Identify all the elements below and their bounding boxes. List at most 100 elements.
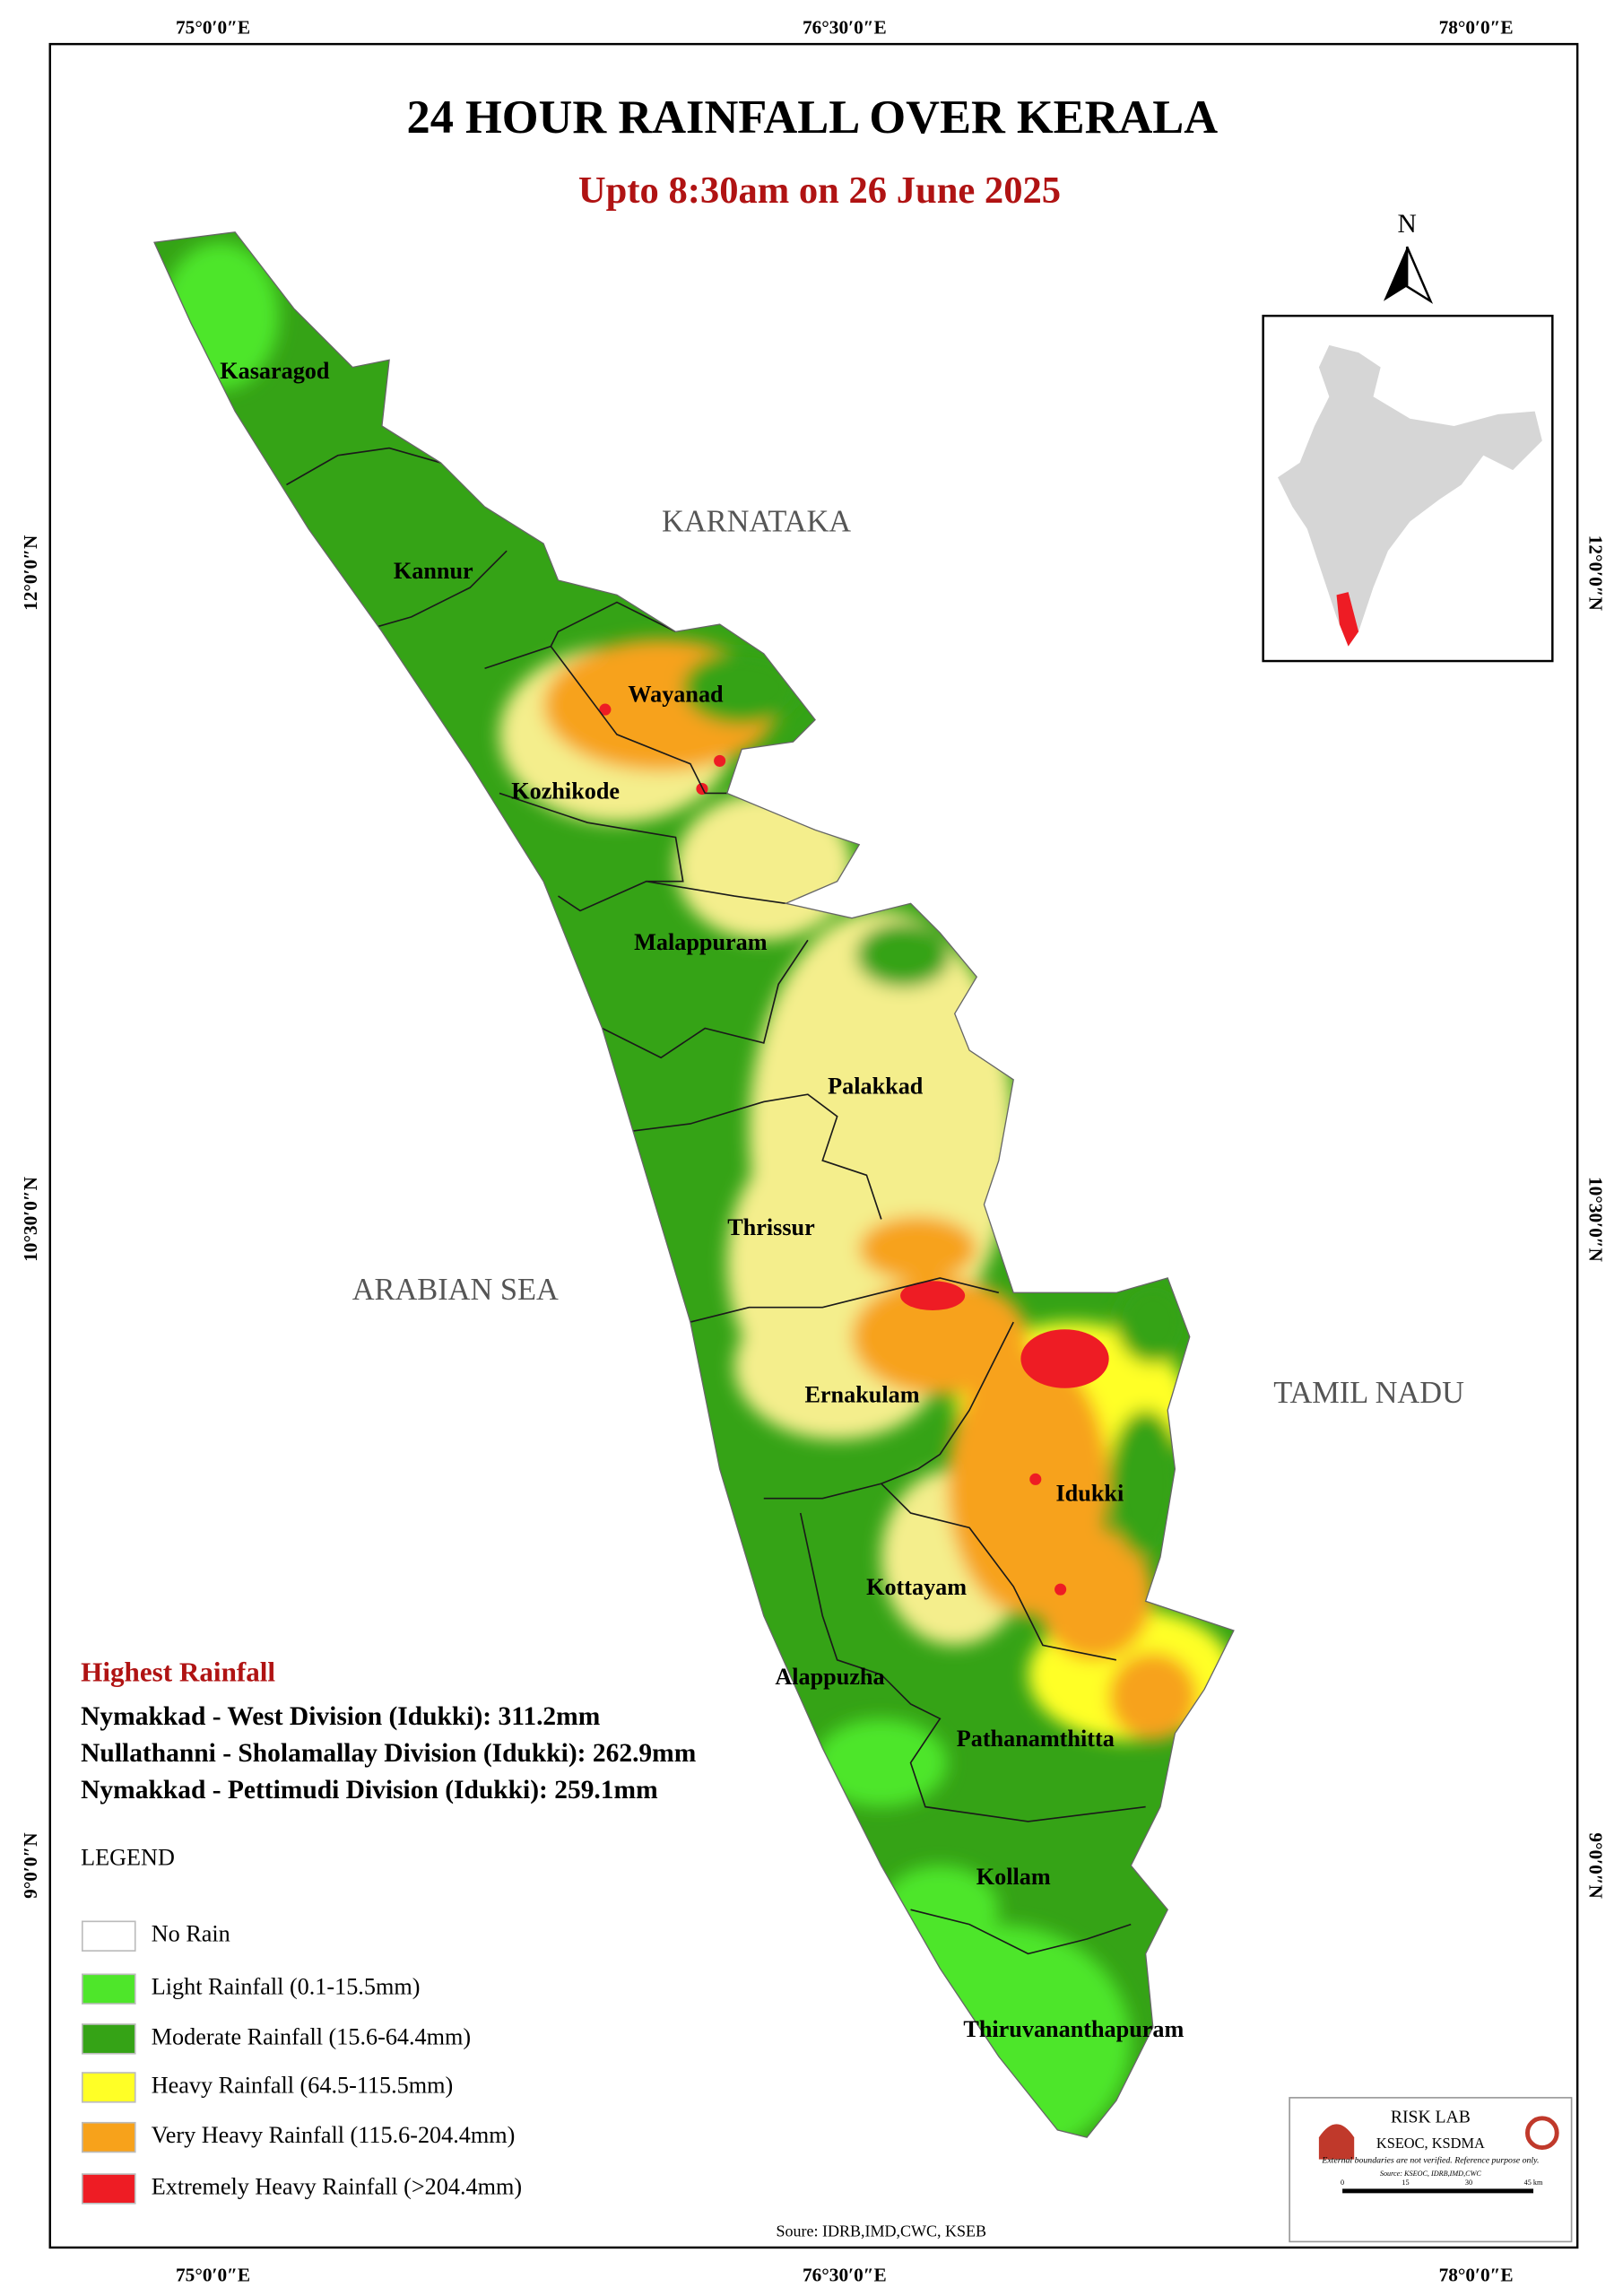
credit-title: RISK LAB [1391,2107,1471,2126]
legend-label: Very Heavy Rainfall (115.6-204.4mm) [152,2122,516,2148]
graticule-label: 75°0′0″E [176,17,250,39]
legend-swatch [81,2173,136,2205]
state-outline [153,231,1235,2138]
north-label: N [1398,210,1417,239]
boundary [286,447,441,486]
extreme-spot [1029,1473,1042,1485]
very-heavy-zone [1108,1652,1197,1741]
graticule-label: 76°30′0″E [803,17,887,39]
scale-label: 15 [1402,2179,1409,2187]
credit-note: External boundaries are not verified. Re… [1321,2156,1539,2166]
legend-label: Moderate Rainfall (15.6-64.4mm) [152,2023,471,2049]
credit-org: KSEOC, KSDMA [1376,2135,1485,2152]
legend-title: LEGEND [81,1845,175,1871]
india-outline [1278,344,1542,647]
highest-rainfall-item: Nymakkad - West Division (Idukki): 311.2… [81,1702,601,1731]
district-label: Palakkad [828,1074,924,1100]
district-label: Pathanamthitta [957,1726,1115,1752]
labels: 24 HOUR RAINFALL OVER KERALA Upto 8:30am … [20,17,1606,2286]
boundary [550,646,727,795]
light-zone [815,1718,948,1807]
title: 24 HOUR RAINFALL OVER KERALA [407,91,1219,144]
highest-rainfall-item: Nullathanni - Sholamallay Division (Iduk… [81,1739,697,1768]
district-label: Alappuzha [775,1664,884,1690]
region-label: TAMIL NADU [1273,1376,1464,1410]
district-label: Kollam [976,1864,1051,1890]
kerala-highlight [1336,592,1359,647]
moderate-zone [1108,1410,1183,1558]
region-label: KARNATAKA [662,505,851,539]
credit-box [1289,2097,1573,2243]
legend-label: Heavy Rainfall (64.5-115.5mm) [152,2072,453,2098]
district-label: Kannur [394,558,473,584]
district-label: Kozhikode [511,778,620,804]
legend-swatch [81,1973,136,2005]
district-label: Ernakulam [804,1382,919,1408]
district-boundaries [286,447,1146,1955]
ksdma-logo [1525,2116,1559,2151]
extreme-zone [1020,1329,1109,1388]
extreme-spot [1055,1583,1067,1596]
very-heavy-zone [859,1216,977,1282]
scale-label: 45 km [1524,2179,1543,2187]
north-arrow [1383,246,1434,304]
legend-label: Extremely Heavy Rainfall (>204.4mm) [152,2173,522,2199]
graticule-label: 12°0′0″N [20,535,41,611]
boundary [484,601,676,670]
moderate-zone [855,922,950,987]
boundary [763,1483,1117,1661]
subtitle: Upto 8:30am on 26 June 2025 [578,170,1061,212]
source: Soure: IDRB,IMD,CWC, KSEB [777,2222,987,2240]
district-label: Kasaragod [220,358,330,384]
graticule-label: 10°30′0″N [1584,1177,1606,1262]
very-heavy-zone [1035,1527,1153,1660]
legend-swatch [81,1920,136,1952]
extreme-spot [599,703,612,716]
legend-swatch [81,2072,136,2103]
graticule-label: 76°30′0″E [803,2265,887,2286]
extreme-zone [900,1281,966,1310]
graticule-label: 12°0′0″N [1584,535,1606,612]
scale-label: 0 [1341,2179,1344,2187]
district-label: Thrissur [727,1214,815,1240]
graticule-label: 9°0′0″N [1584,1832,1606,1899]
graticule-label: 78°0′0″E [1439,2265,1514,2286]
boundary [910,1909,1132,1955]
legend-swatch [81,2023,136,2055]
scale-bar [1342,2188,1534,2194]
district-label: Kottayam [866,1574,967,1600]
district-label: Idukki [1056,1480,1124,1506]
credit-source: Source: KSEOC, IDRB,IMD,CWC [1380,2170,1481,2178]
graticule-label: 78°0′0″E [1439,17,1514,39]
legend-label: Light Rainfall (0.1-15.5mm) [152,1974,421,2000]
boundary [360,550,508,633]
arrow-left [1383,247,1408,301]
boundary [690,1277,1000,1323]
kerala-emblem [1318,2124,1355,2160]
boundary [799,1512,1146,1822]
scale-label: 30 [1465,2179,1472,2187]
region-label: ARABIAN SEA [352,1273,559,1307]
moderate-zone [1115,1281,1190,1363]
very-heavy-zone [852,1277,1028,1396]
graticule-label: 75°0′0″E [176,2265,250,2286]
moderate-zone [682,650,801,725]
boundary [631,1093,882,1220]
graticule-label: 9°0′0″N [20,1832,41,1899]
boundary [646,880,786,905]
graticule-label: 10°30′0″N [20,1176,41,1261]
district-label: Wayanad [628,681,724,707]
boundary [499,792,684,912]
legend-label: No Rain [152,1921,230,1947]
highest-rainfall-item: Nymakkad - Pettimudi Division (Idukki): … [81,1776,658,1805]
highest-rainfall-heading: Highest Rainfall [81,1656,275,1687]
arrow-right [1405,246,1434,304]
district-label: Thiruvananthapuram [963,2016,1184,2042]
boundary [602,939,809,1059]
boundary [881,1321,1014,1485]
extreme-spot [714,754,726,767]
district-label: Malappuram [634,929,768,955]
legend-swatch [81,2121,136,2153]
